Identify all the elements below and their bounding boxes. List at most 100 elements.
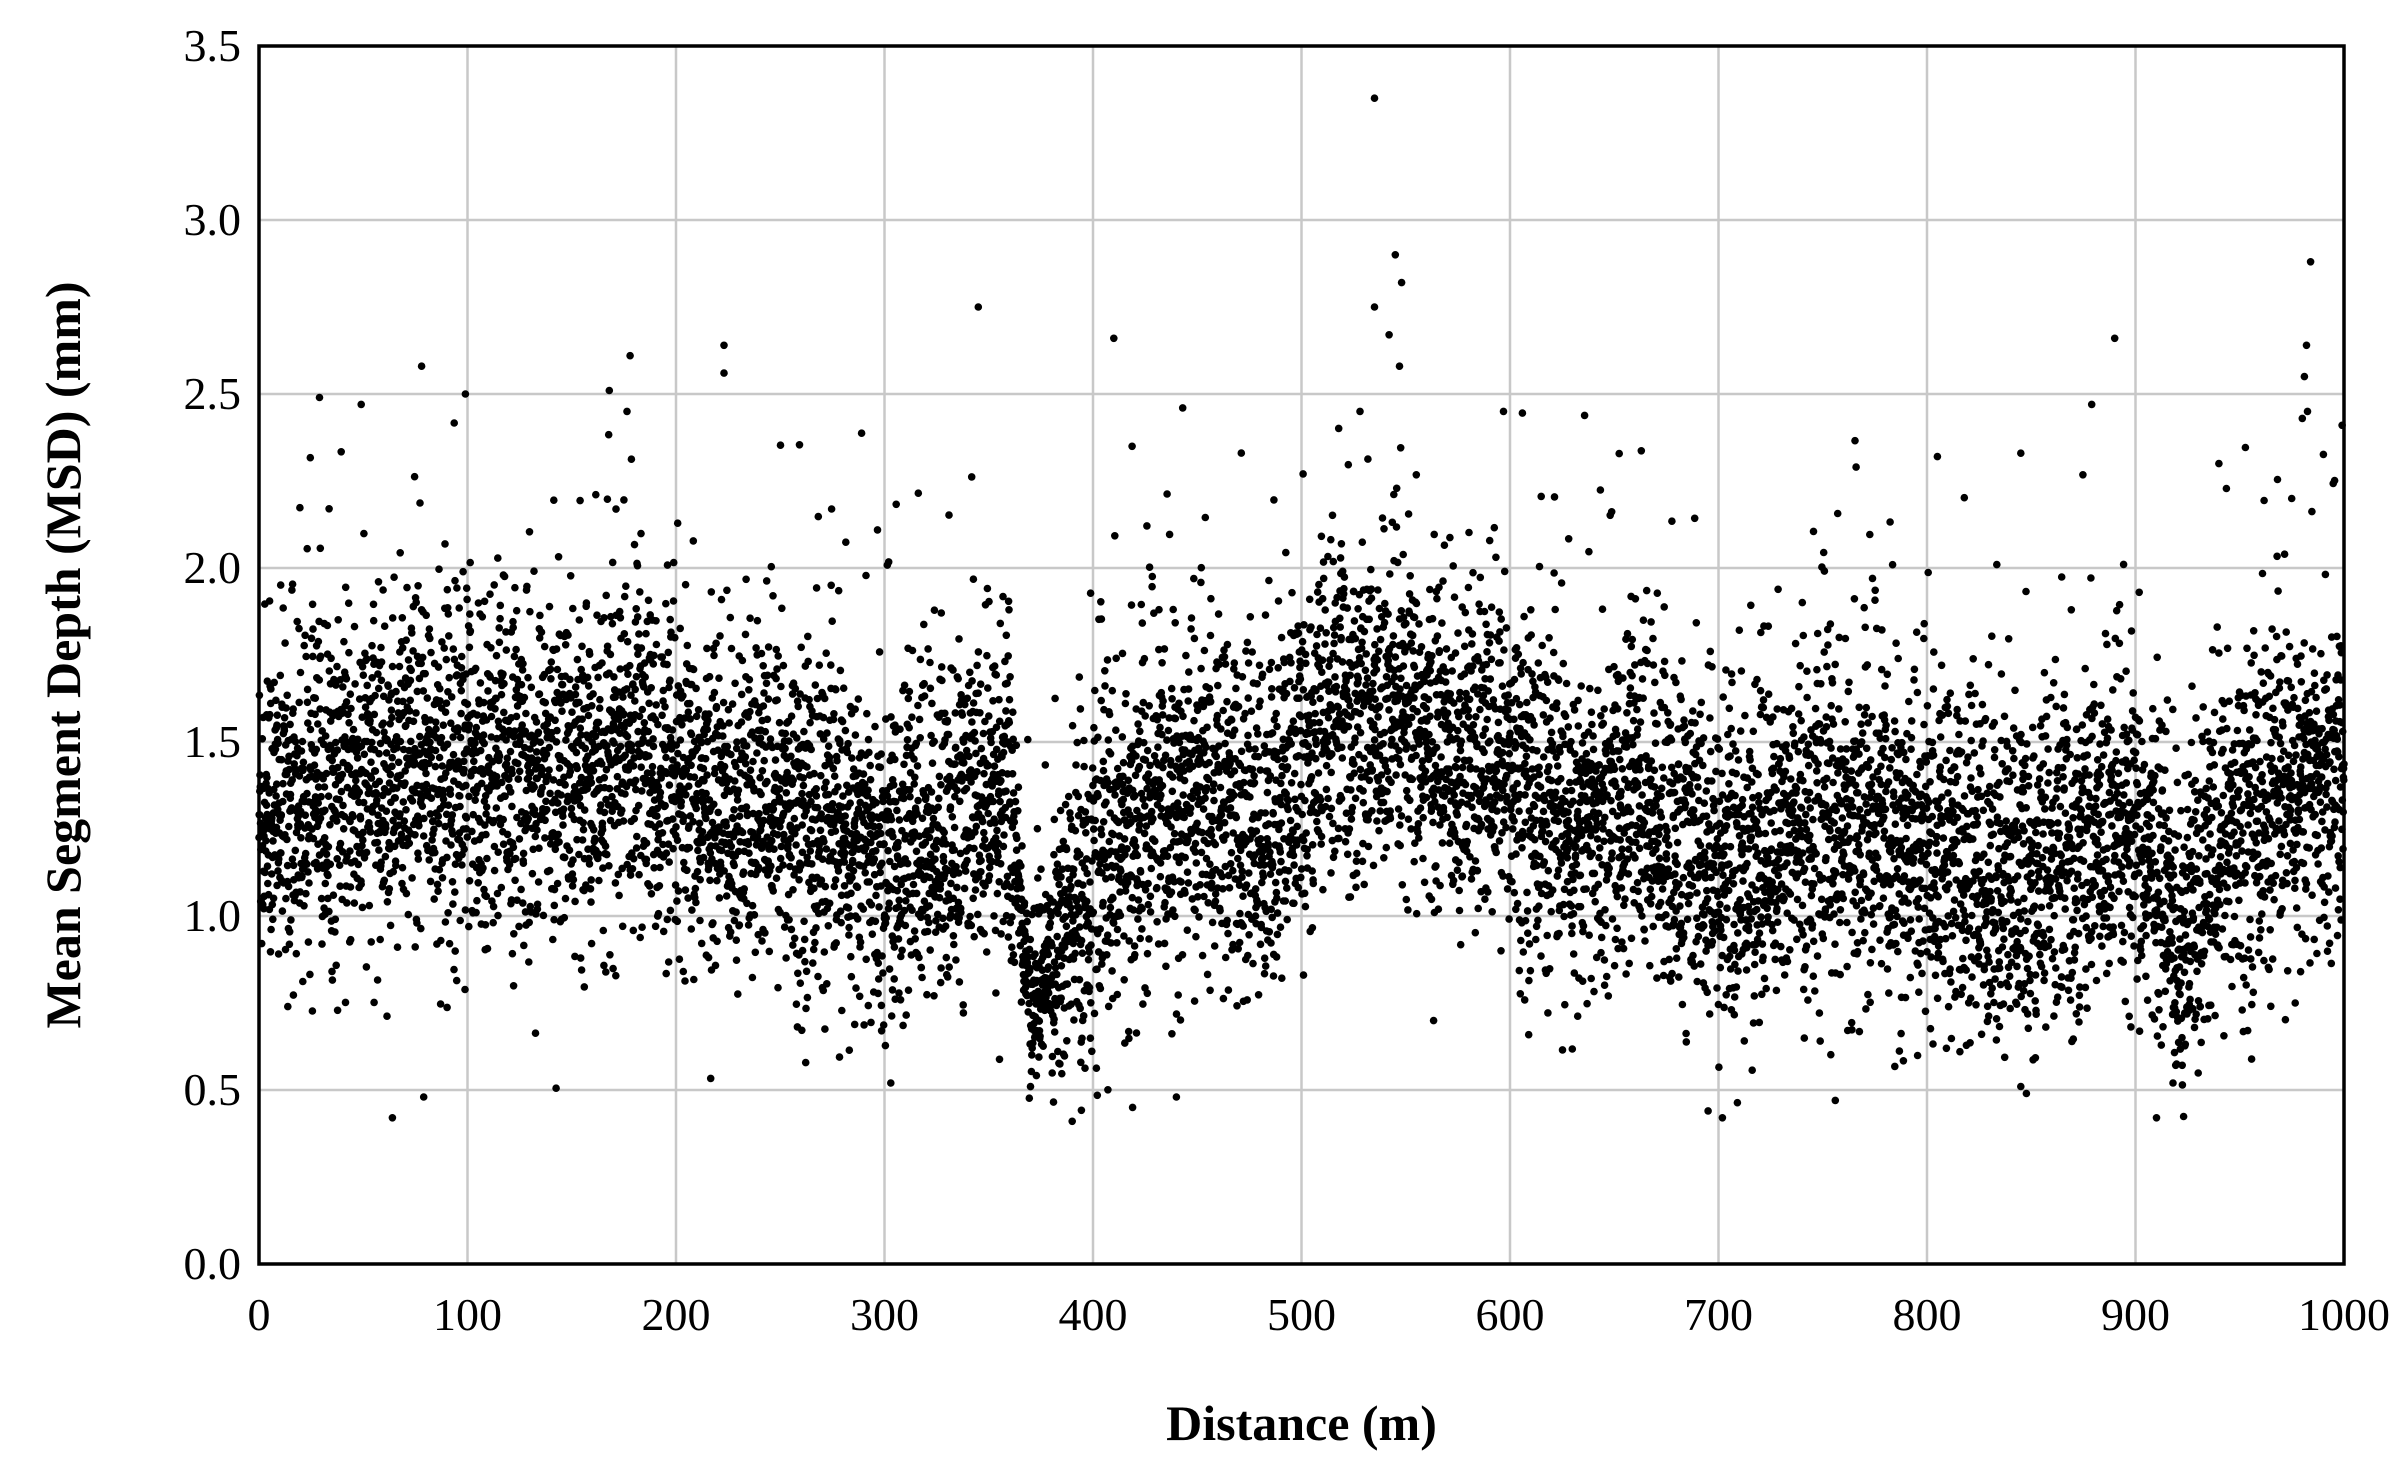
data-point [431,762,440,771]
data-point [828,800,837,808]
data-point [992,671,1001,679]
data-point [1244,951,1252,960]
data-point [1123,845,1131,853]
data-point [532,748,541,756]
data-point [701,754,710,763]
data-point [1127,601,1136,609]
data-point [358,713,367,721]
data-point [769,592,777,600]
data-point [928,699,936,708]
data-point [679,967,688,976]
data-point [392,861,400,870]
data-point [812,785,820,793]
data-point [1287,659,1295,667]
data-point [277,811,286,819]
data-point [1234,702,1243,711]
data-point [398,863,407,872]
data-point [874,959,883,967]
data-point [1135,762,1144,771]
data-point [378,791,387,800]
data-point [541,698,550,707]
data-point [681,977,689,985]
data-point [339,825,348,833]
data-point [371,767,380,775]
data-point [688,906,696,914]
data-point [781,729,790,738]
data-point [887,713,895,721]
data-point [587,778,596,787]
data-point [470,757,478,766]
data-point [943,716,952,725]
data-point [267,870,276,878]
data-point [645,882,654,890]
data-point [809,945,818,954]
data-point [432,725,440,733]
data-point [694,706,703,714]
data-point [583,673,592,682]
data-point [573,764,581,773]
data-point [830,710,838,718]
data-point [793,734,801,742]
data-point [726,928,735,936]
data-point [572,748,581,757]
data-point [1159,763,1167,772]
data-point [874,989,882,998]
data-point [1133,851,1142,860]
data-point [647,890,656,898]
data-point [508,802,516,811]
data-point [531,832,540,841]
data-point [632,672,641,681]
data-point [415,822,423,830]
data-point [824,922,833,930]
data-point [393,744,401,752]
data-point [877,1027,886,1035]
data-point [790,934,799,943]
data-point [1156,859,1165,867]
data-point [345,648,353,657]
data-point [588,702,596,710]
data-point [382,824,390,832]
data-point [1203,970,1212,979]
data-point [883,792,892,800]
data-point [1130,942,1139,950]
data-point [638,705,647,714]
data-point [809,959,817,967]
data-point [641,673,649,681]
data-point [350,622,359,631]
data-point [297,747,306,755]
data-point [771,756,780,764]
data-point [669,558,678,567]
data-point [966,668,974,677]
data-point [658,711,666,720]
data-point [488,757,497,766]
data-point [1014,807,1022,815]
data-point [515,835,524,843]
data-point [324,843,333,851]
data-point [626,871,635,879]
data-point [445,939,454,948]
data-point [889,781,898,789]
data-point [508,769,516,778]
data-point [530,783,538,791]
data-point [303,544,312,553]
data-point [520,693,529,702]
data-point [828,617,836,625]
data-point [510,727,519,735]
data-point [735,921,744,929]
data-point [1072,761,1080,769]
data-point [666,906,675,915]
data-point [804,632,812,641]
data-point [1057,962,1066,970]
data-point [1083,897,1091,906]
data-point [892,500,900,509]
data-point [719,698,728,707]
data-point [431,746,440,755]
data-point [434,663,443,671]
data-point [715,674,723,682]
data-point [829,848,837,856]
data-point [1067,904,1075,912]
data-point [1210,796,1218,805]
data-point [1108,686,1117,695]
data-point [942,953,951,962]
data-point [790,814,799,823]
